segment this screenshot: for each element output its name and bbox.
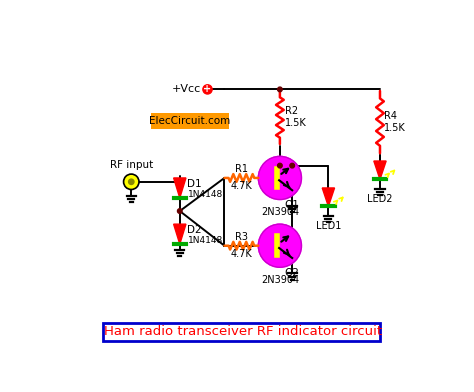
Polygon shape [374,161,386,180]
Polygon shape [322,188,335,207]
Text: +Vcc: +Vcc [172,84,201,94]
Text: D1: D1 [188,179,202,189]
Circle shape [258,224,301,267]
Text: LED1: LED1 [316,221,341,230]
Text: 4.7K: 4.7K [230,181,252,191]
Text: R4: R4 [384,111,397,121]
Text: Ham radio transceiver RF indicator circuit: Ham radio transceiver RF indicator circu… [104,325,382,338]
Text: 2N3904: 2N3904 [261,274,299,285]
Text: ElecCircuit.com: ElecCircuit.com [149,116,230,126]
Text: R3: R3 [235,232,248,242]
Text: Q2: Q2 [284,268,300,278]
Text: RF input: RF input [109,160,153,170]
Text: +: + [203,84,211,94]
Text: R1: R1 [235,165,248,174]
Circle shape [278,87,282,92]
Circle shape [258,156,301,200]
Text: 2N3904: 2N3904 [261,207,299,217]
Polygon shape [173,178,186,198]
Circle shape [203,85,212,94]
Circle shape [278,163,282,168]
Circle shape [290,163,294,168]
Polygon shape [173,224,186,244]
Text: 1N4148: 1N4148 [188,190,223,199]
Text: 1.5K: 1.5K [284,118,306,128]
Text: R2: R2 [284,106,298,116]
Circle shape [177,209,182,213]
Text: D2: D2 [188,225,202,235]
FancyBboxPatch shape [103,323,380,341]
Text: LED2: LED2 [367,194,393,204]
Circle shape [128,179,134,185]
FancyBboxPatch shape [151,113,229,129]
Text: Q1: Q1 [284,200,300,210]
Circle shape [124,174,139,189]
Text: 1N4148: 1N4148 [188,236,223,245]
Text: 4.7K: 4.7K [230,249,252,259]
Text: 1.5K: 1.5K [384,123,406,133]
